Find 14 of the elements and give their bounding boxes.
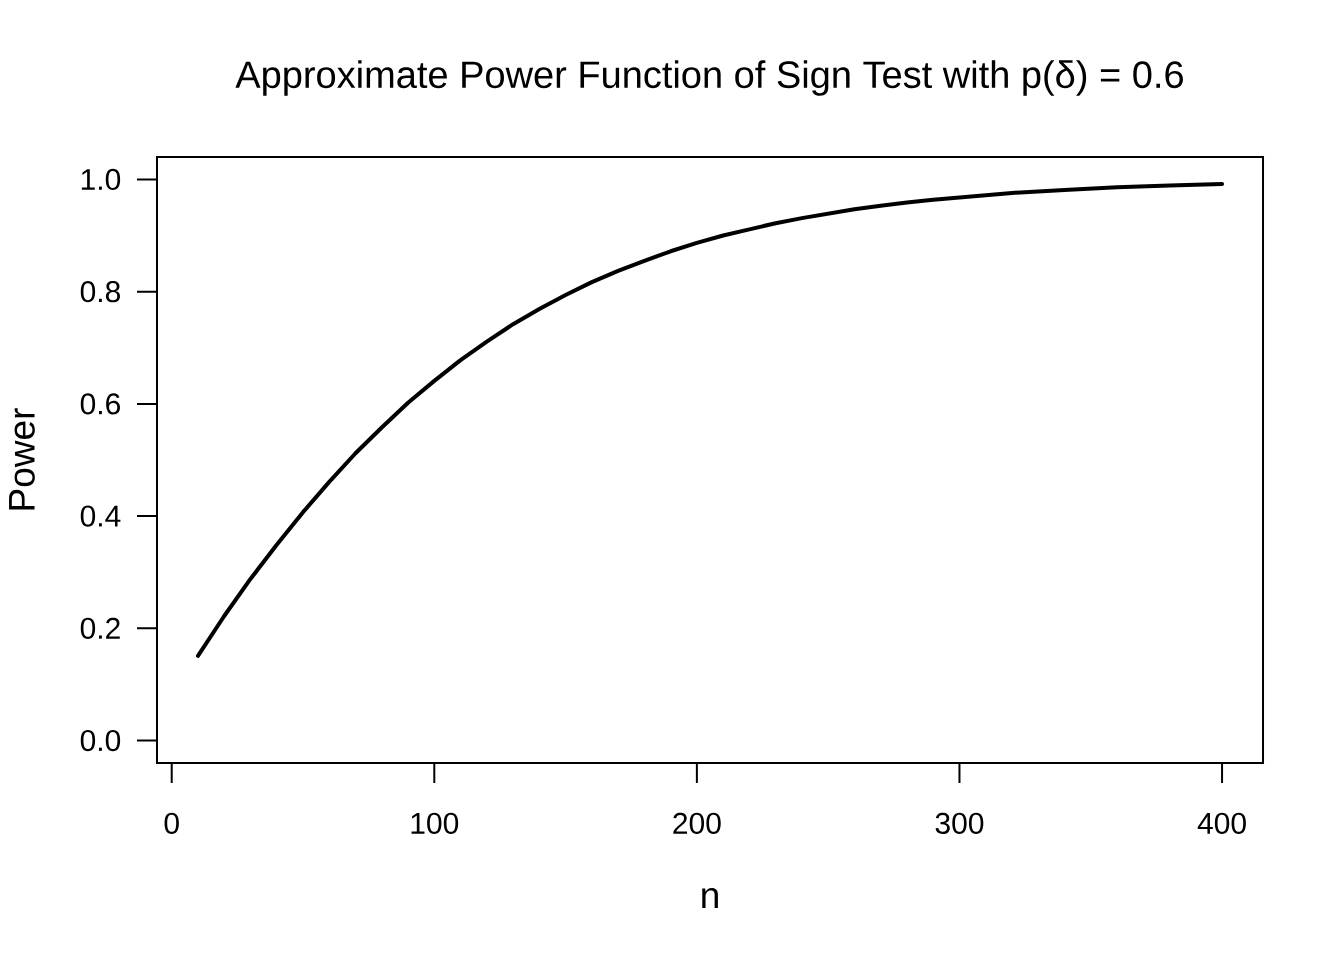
x-axis-title: n bbox=[702, 888, 718, 908]
y-tick-label: 0.8 bbox=[80, 281, 120, 303]
x-tick-label: 0 bbox=[164, 812, 179, 834]
x-tick-label: 100 bbox=[411, 812, 459, 834]
y-tick-label: 0.6 bbox=[80, 393, 120, 415]
y-tick-label: 0.4 bbox=[80, 505, 121, 527]
x-tick-label: 300 bbox=[935, 812, 984, 834]
y-tick-label: 0.0 bbox=[80, 729, 121, 752]
y-tick-label: 1.0 bbox=[81, 168, 121, 191]
x-tick-label: 400 bbox=[1197, 812, 1246, 834]
chart-title: Approximate Power Function of Sign Test with p(δ) = 0.6 bbox=[235, 60, 1183, 96]
y-tick-label: 0.2 bbox=[80, 617, 120, 639]
x-tick-label: 200 bbox=[673, 812, 721, 834]
y-axis-title: Power bbox=[9, 408, 35, 510]
